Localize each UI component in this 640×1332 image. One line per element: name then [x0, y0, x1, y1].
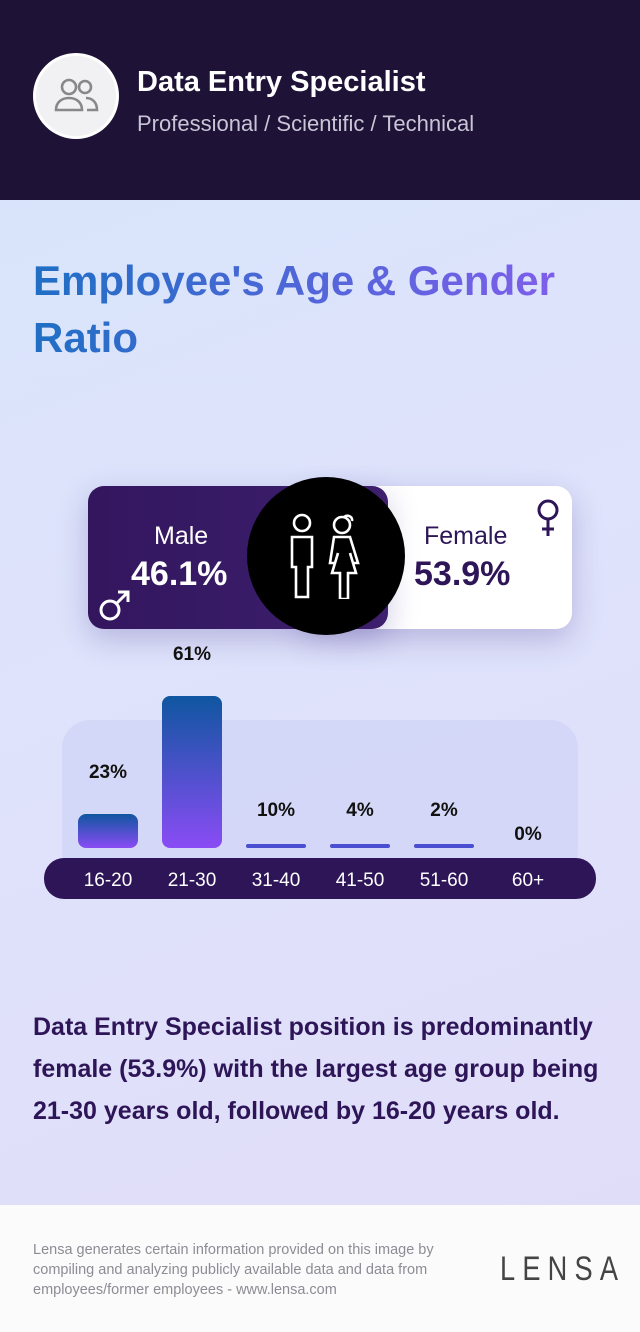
x-tick-label: 21-30: [167, 870, 217, 891]
chart-panel: [62, 720, 578, 880]
page-title: Employee's Age & Gender Ratio: [33, 252, 623, 366]
x-tick-label: 51-60: [419, 870, 469, 891]
male-symbol-icon: [99, 590, 130, 621]
users-icon: [54, 78, 99, 112]
female-value: 53.9%: [414, 555, 511, 593]
female-label: Female: [424, 522, 508, 550]
age-axis: [44, 858, 596, 899]
bar-value-label: 4%: [346, 800, 374, 821]
bar-31-40: [246, 844, 306, 848]
bar-value-label: 2%: [430, 800, 458, 821]
bar-21-30: [162, 695, 222, 848]
x-tick-label: 41-50: [335, 870, 385, 891]
disclaimer: Lensa generates certain information prov…: [33, 1242, 434, 1298]
footer: [0, 1205, 640, 1332]
header: Data Entry Specialist Professional / Sci…: [0, 0, 640, 200]
job-category: Professional / Scientific / Technical: [137, 111, 475, 136]
bar-value-label: 0%: [514, 824, 542, 845]
people-circle: [247, 477, 405, 635]
x-tick-label: 31-40: [251, 870, 301, 891]
male-label: Male: [154, 522, 209, 550]
bar-41-50: [330, 844, 390, 848]
bar-value-label: 23%: [88, 761, 128, 783]
male-value: 46.1%: [131, 555, 228, 593]
job-title: Data Entry Specialist: [137, 66, 426, 98]
x-tick-label: 16-20: [83, 870, 133, 891]
man-woman-icon: [290, 513, 360, 599]
summary-text: Data Entry Specialist position is predom…: [33, 1013, 599, 1125]
bar-51-60: [414, 844, 474, 848]
x-tick-label: 60+: [511, 870, 545, 891]
lensa-logo: LENSA: [500, 1250, 626, 1288]
bar-value-label: 10%: [256, 800, 296, 821]
avatar: [33, 53, 119, 139]
female-symbol-icon: [537, 499, 559, 536]
bar-16-20: [78, 813, 138, 848]
bar-value-label: 61%: [172, 643, 212, 665]
